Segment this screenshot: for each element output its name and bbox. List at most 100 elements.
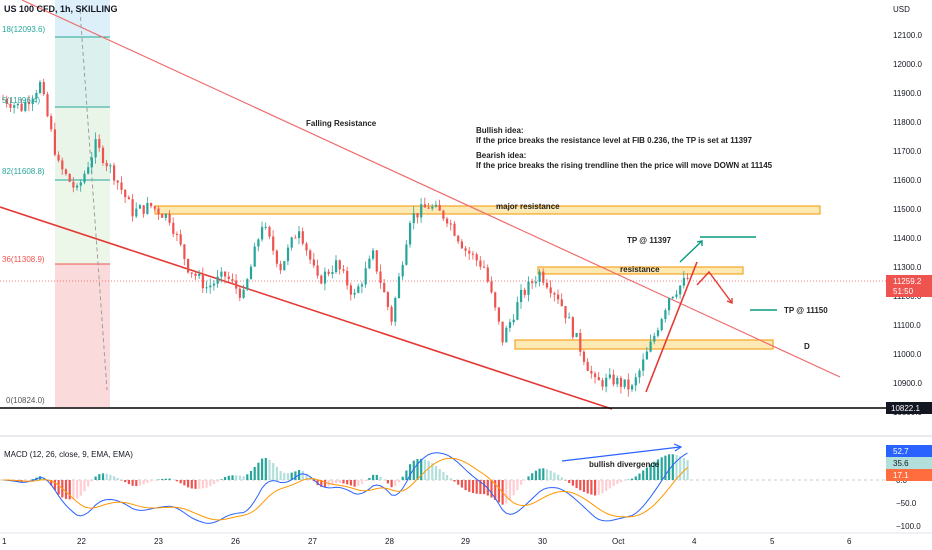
price-tick-label: 11600.0 <box>893 176 922 185</box>
macd-hist-bar <box>220 479 223 480</box>
candle-body <box>623 379 626 387</box>
candle-body <box>127 197 130 200</box>
candle-body <box>198 273 201 276</box>
time-axis-label: 26 <box>231 537 240 546</box>
candle-body <box>457 235 460 242</box>
macd-hist-bar <box>397 480 401 483</box>
price-tick-label: 11500.0 <box>893 205 922 214</box>
support-zone[interactable] <box>514 339 774 350</box>
time-axis[interactable]: 1 22 23 26 27 28 29 30 Oct 4 5 6 <box>2 537 852 546</box>
candle-body <box>386 292 389 307</box>
macd-hist-bar <box>142 480 145 485</box>
symbol-title[interactable]: US 100 CFD, 1h, SKILLING <box>4 4 118 14</box>
price-axis-unit: USD <box>893 5 910 14</box>
macd-badge-value: 52.7 <box>893 447 909 456</box>
candle-body <box>153 206 156 209</box>
rising-trendline[interactable] <box>645 261 698 393</box>
candle-body <box>64 169 68 174</box>
macd-hist-bar <box>235 475 238 480</box>
macd-hist-bar <box>279 471 282 480</box>
candle-body <box>383 282 386 293</box>
lower-trendline[interactable] <box>0 206 613 410</box>
macd-hist-bar <box>183 480 186 486</box>
macd-hist-bar <box>686 459 689 480</box>
candle-body <box>157 208 160 215</box>
macd-hist-bar <box>375 474 378 480</box>
candle-body <box>516 302 519 320</box>
macd-hist-bar <box>523 480 526 481</box>
macd-hist-bar <box>90 480 93 482</box>
macd-hist-bar <box>360 480 364 484</box>
candle-body <box>124 189 127 198</box>
macd-hist-bar <box>127 480 130 485</box>
macd-hist-bar <box>268 459 271 480</box>
time-axis-label: 5 <box>770 537 775 546</box>
macd-hist-bar <box>72 480 75 500</box>
candle-body <box>76 185 79 188</box>
macd-hist-bar <box>212 480 216 485</box>
candle-body <box>53 129 56 155</box>
candle-body <box>39 82 42 93</box>
candle-body <box>471 253 475 255</box>
falling-resistance-trendline[interactable] <box>21 0 841 378</box>
macd-hist-bar <box>490 480 493 498</box>
price-axis[interactable]: USD 12100.0 12000.0 11900.0 11800.0 11700.0 1… <box>893 5 922 417</box>
candles[interactable] <box>2 78 689 397</box>
macd-hist-bar <box>94 476 97 480</box>
candle-body <box>605 377 608 387</box>
resistance-zone[interactable] <box>537 266 744 275</box>
candle-body <box>601 380 604 387</box>
candle-body <box>653 335 656 342</box>
major-resistance-zone[interactable] <box>154 205 821 215</box>
candle-body <box>631 385 634 390</box>
candle-body <box>660 319 663 331</box>
macd-hist-bar <box>423 459 426 480</box>
macd-hist-bar <box>545 469 549 480</box>
macd-hist-bar <box>464 480 467 491</box>
price-tick-label: 11700.0 <box>893 147 922 156</box>
macd-hist-bar <box>542 468 545 480</box>
time-axis-label: 27 <box>308 537 317 546</box>
candle-body <box>497 307 500 322</box>
macd-hist-bar <box>605 480 608 491</box>
candle-body <box>101 147 105 164</box>
candle-body <box>50 116 53 130</box>
candle-body <box>416 213 419 218</box>
macd-hist-bar <box>668 454 671 480</box>
macd-hist-bar <box>238 475 241 480</box>
candle-body <box>364 268 367 285</box>
macd-hist-bar <box>390 480 393 488</box>
candle-body <box>20 103 23 111</box>
macd-hist-bar <box>164 478 167 480</box>
macd-hist-bar <box>194 480 197 489</box>
macd-hist-bar <box>508 480 512 500</box>
macd-hist-bar <box>619 480 623 483</box>
low-price-value: 10822.1 <box>891 404 920 413</box>
candle-body <box>453 223 456 236</box>
macd-hist-bar <box>505 480 508 504</box>
macd-hist-bar <box>83 480 86 492</box>
candle-body <box>668 298 671 311</box>
candle-body <box>479 260 482 267</box>
macd-hist-bar <box>438 469 441 480</box>
macd-tick-label: −50.0 <box>896 499 917 508</box>
macd-hist-bar <box>323 480 327 488</box>
macd-hist-bar <box>113 476 116 480</box>
bullish-text: If the price breaks the resistance level… <box>476 136 753 145</box>
candle-body <box>320 275 323 284</box>
candle-body <box>316 265 319 276</box>
countdown-value: 51:50 <box>893 287 914 296</box>
time-axis-label: Oct <box>612 537 625 546</box>
macd-hist-bar <box>557 474 560 480</box>
candle-body <box>79 182 82 186</box>
tp-down-arrow <box>696 270 733 304</box>
candle-body <box>179 234 182 245</box>
divergence-arrow-head <box>673 443 683 452</box>
macd-hist-bar <box>316 480 319 486</box>
macd-hist-bar <box>497 480 500 503</box>
macd-hist-bar <box>249 470 253 480</box>
candle-body <box>209 285 212 288</box>
macd-hist-bar <box>616 480 619 484</box>
candle-body <box>571 317 574 338</box>
